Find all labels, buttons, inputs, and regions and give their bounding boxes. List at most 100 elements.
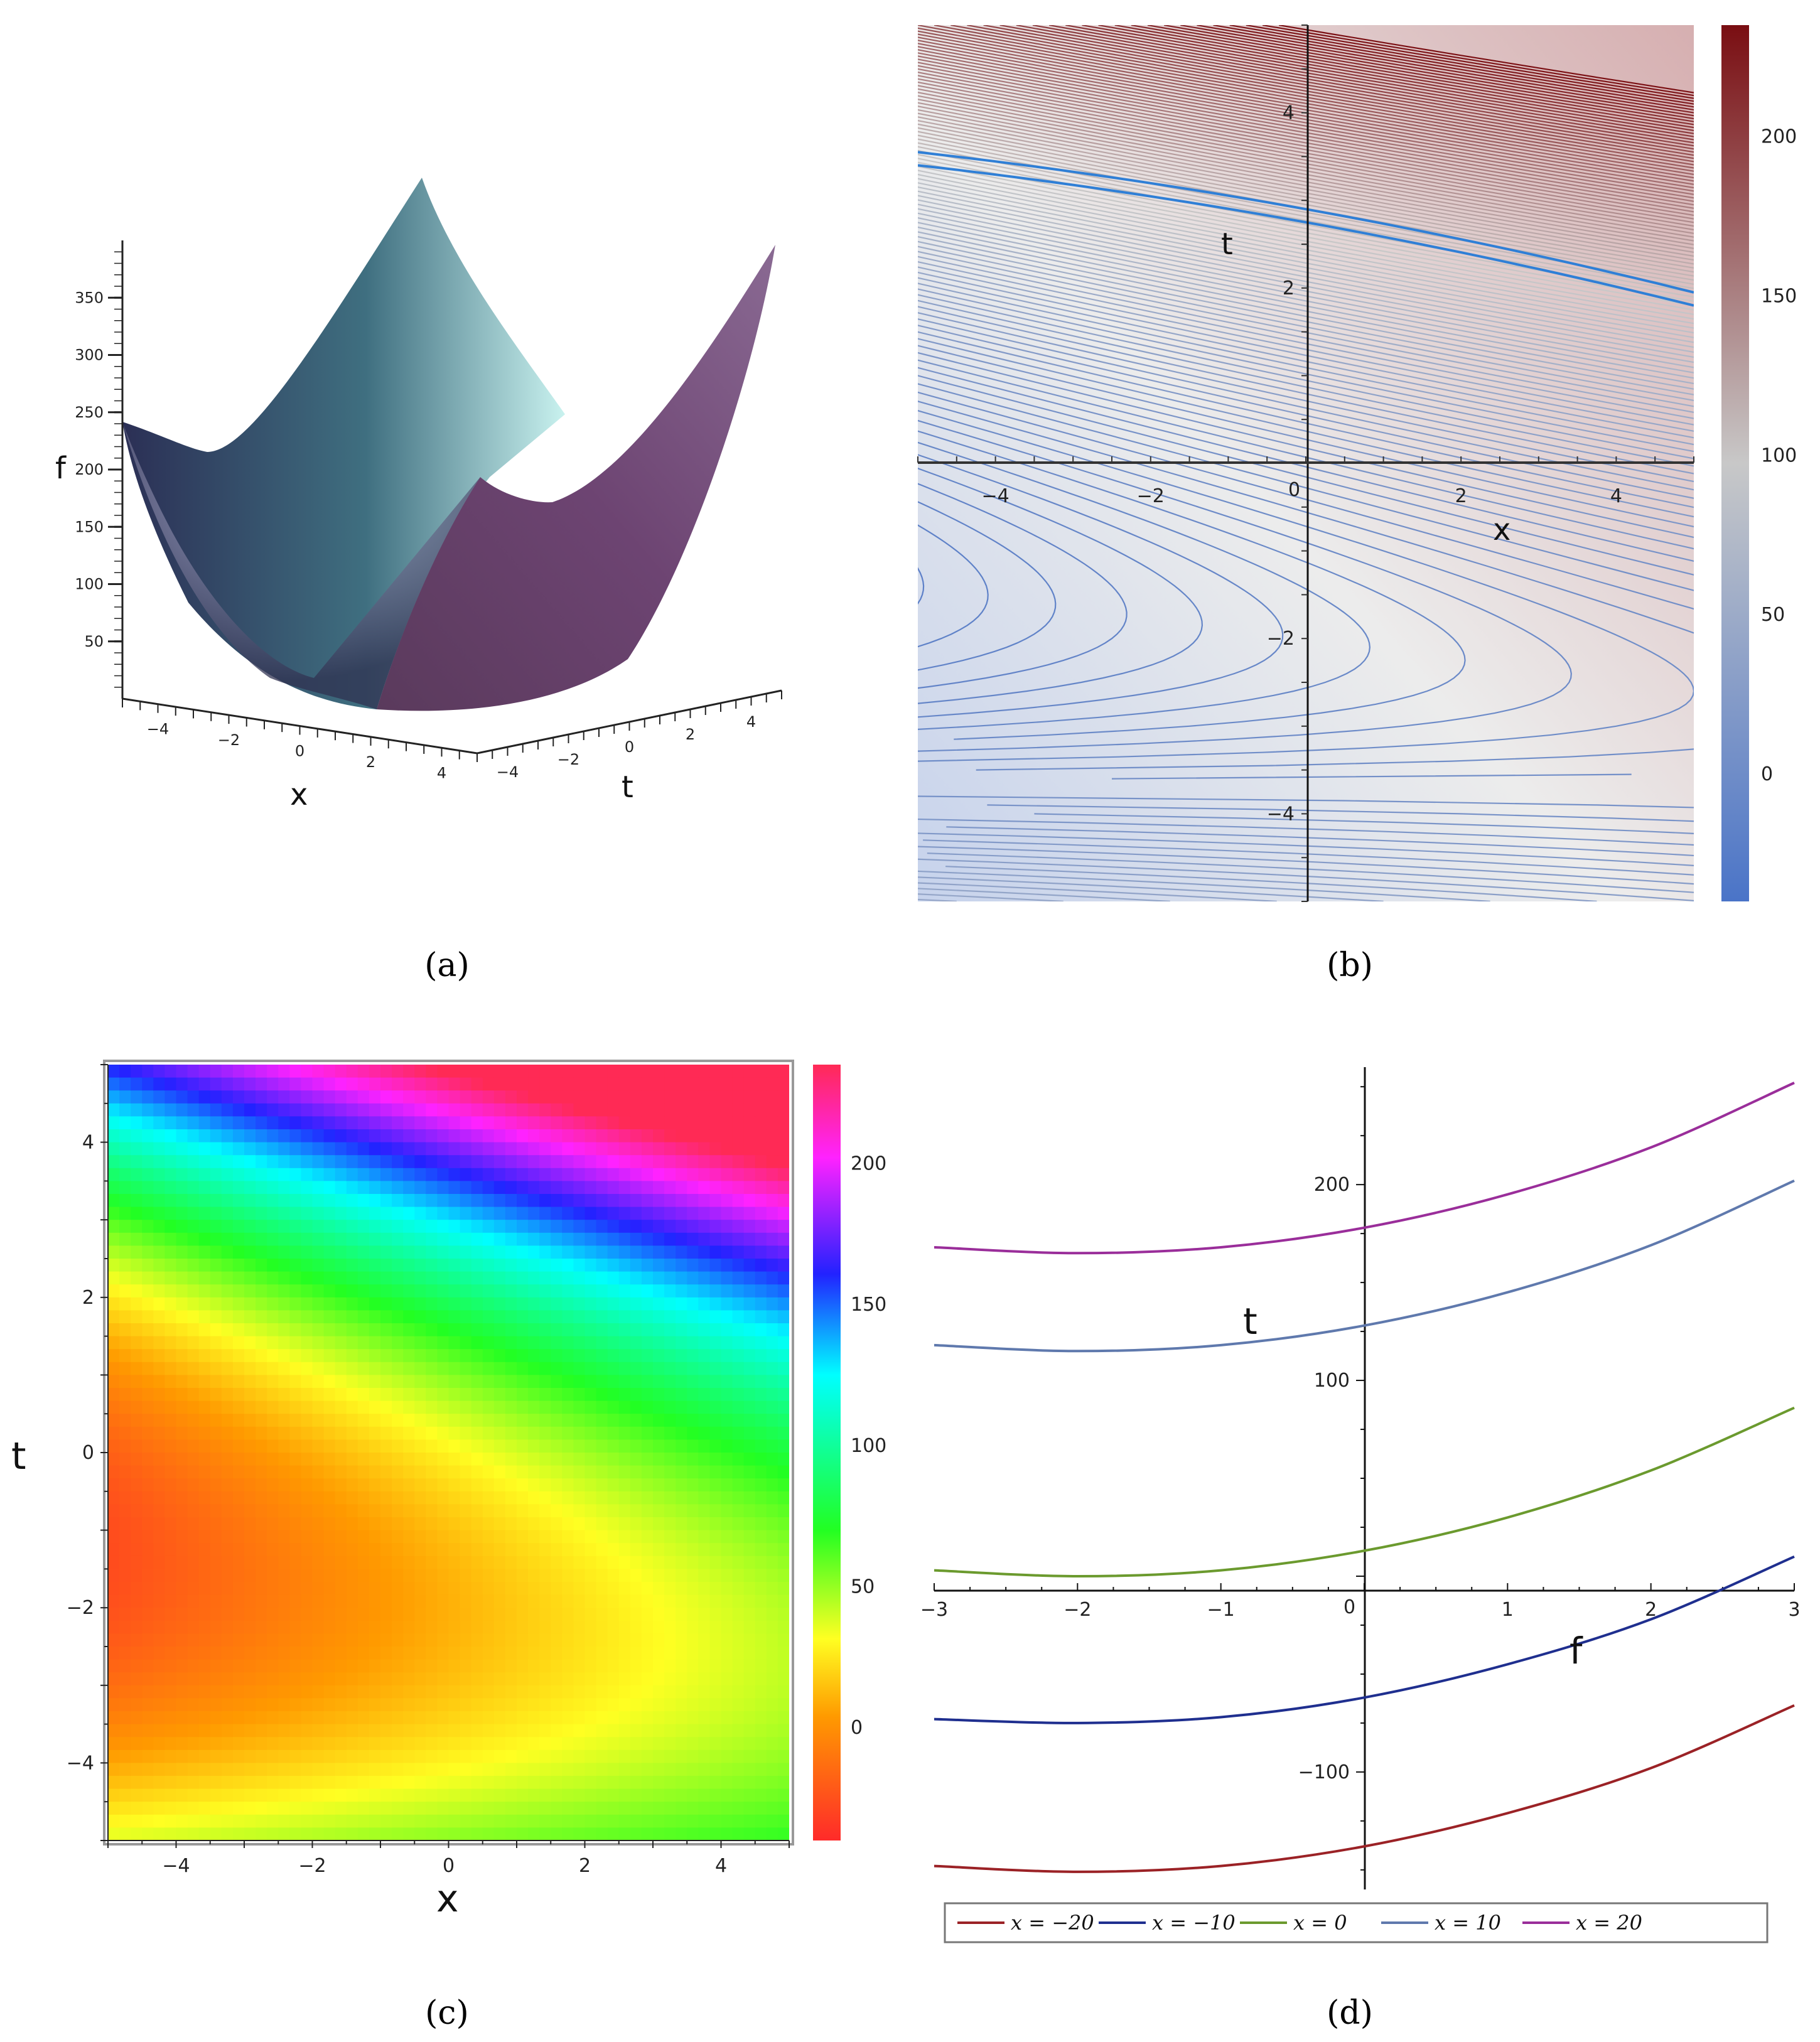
heat-cell xyxy=(164,1594,177,1608)
heat-cell xyxy=(596,1349,608,1363)
heat-cell xyxy=(426,1698,438,1712)
heat-cell xyxy=(346,1090,358,1104)
heat-cell xyxy=(176,1478,188,1492)
heat-cell xyxy=(732,1271,745,1285)
heat-cell xyxy=(698,1478,711,1492)
contour-line xyxy=(918,112,1694,253)
heat-cell xyxy=(493,1271,506,1285)
heat-cell xyxy=(687,1672,699,1686)
heat-cell xyxy=(721,1582,733,1596)
heat-cell xyxy=(641,1594,654,1608)
x-tick-label: 0 xyxy=(295,743,304,760)
heat-cell xyxy=(289,1232,302,1247)
heat-cell xyxy=(539,1168,552,1182)
heat-cell xyxy=(164,1608,177,1621)
heat-cell xyxy=(777,1375,789,1389)
heat-cell xyxy=(505,1323,517,1337)
heat-cell xyxy=(335,1439,347,1453)
heat-cell xyxy=(562,1672,574,1686)
heat-cell xyxy=(755,1336,767,1350)
contour-line xyxy=(918,99,1694,238)
heat-cell xyxy=(164,1530,177,1544)
heat-cell xyxy=(596,1776,608,1790)
heat-cell xyxy=(108,1672,120,1686)
heat-cell xyxy=(743,1090,756,1104)
heat-cell xyxy=(448,1194,461,1208)
heat-cell xyxy=(721,1724,733,1738)
heat-cell xyxy=(153,1129,166,1143)
heat-cell xyxy=(777,1504,789,1518)
heat-cell xyxy=(687,1103,699,1117)
t-tick-label: 2 xyxy=(82,1287,94,1309)
heat-cell xyxy=(153,1491,166,1505)
heat-cell xyxy=(517,1491,529,1505)
heat-cell xyxy=(142,1530,154,1544)
heat-cell xyxy=(562,1220,574,1233)
heat-cell xyxy=(176,1685,188,1699)
heat-cell xyxy=(244,1271,256,1285)
heat-cell xyxy=(131,1698,143,1712)
heat-cell xyxy=(392,1349,404,1363)
heat-cell xyxy=(414,1788,427,1802)
heat-cell xyxy=(539,1633,552,1647)
heat-cell xyxy=(323,1763,336,1776)
heat-cell xyxy=(732,1194,745,1208)
heat-cell xyxy=(471,1426,483,1441)
heat-cell xyxy=(551,1556,563,1570)
heat-cell xyxy=(676,1362,688,1376)
heat-cell xyxy=(108,1478,120,1492)
heat-cell xyxy=(743,1375,756,1389)
heat-cell xyxy=(777,1181,789,1195)
heat-cell xyxy=(119,1077,131,1091)
heat-cell xyxy=(573,1310,586,1324)
heat-cell xyxy=(267,1685,279,1699)
heat-cell xyxy=(108,1763,120,1776)
heat-cell xyxy=(562,1465,574,1479)
heat-cell xyxy=(267,1426,279,1441)
colorbar-tick-label: 200 xyxy=(851,1153,886,1174)
heat-cell xyxy=(142,1827,154,1840)
heat-cell xyxy=(153,1414,166,1427)
z-axis-label: f xyxy=(55,451,67,486)
heat-cell xyxy=(267,1362,279,1376)
heat-cell xyxy=(176,1827,188,1840)
contour-origin-label: 0 xyxy=(1288,479,1300,501)
heat-cell xyxy=(244,1400,256,1414)
heat-cell xyxy=(414,1582,427,1596)
heat-cell xyxy=(323,1788,336,1802)
heat-cell xyxy=(460,1271,472,1285)
heat-cell xyxy=(709,1776,722,1790)
heat-cell xyxy=(108,1426,120,1441)
heat-cell xyxy=(323,1802,336,1815)
heat-cell xyxy=(244,1245,256,1259)
heat-cell xyxy=(426,1336,438,1350)
heat-cell xyxy=(562,1142,574,1156)
heat-cell xyxy=(517,1284,529,1298)
heat-cell xyxy=(448,1530,461,1544)
heat-cell xyxy=(482,1400,495,1414)
heat-cell xyxy=(573,1400,586,1414)
heat-cell xyxy=(403,1375,416,1389)
heat-cell xyxy=(414,1388,427,1402)
heat-cell xyxy=(755,1788,767,1802)
x-tick-label: 2 xyxy=(1455,485,1467,507)
heat-cell xyxy=(198,1465,211,1479)
heat-cell xyxy=(221,1259,234,1272)
heat-cell xyxy=(584,1724,597,1738)
heat-cell xyxy=(164,1375,177,1389)
heat-cell xyxy=(210,1077,222,1091)
contour-line xyxy=(842,542,862,608)
heat-cell xyxy=(562,1608,574,1621)
heat-cell xyxy=(777,1556,789,1570)
heat-cell xyxy=(471,1647,483,1660)
heat-cell xyxy=(323,1181,336,1195)
heat-cell xyxy=(392,1478,404,1492)
heat-cell xyxy=(176,1090,188,1104)
heat-cell xyxy=(244,1065,256,1078)
heat-cell xyxy=(232,1388,245,1402)
heat-cell xyxy=(721,1465,733,1479)
heat-cell xyxy=(312,1388,325,1402)
heat-cell xyxy=(448,1090,461,1104)
heat-cell xyxy=(403,1491,416,1505)
